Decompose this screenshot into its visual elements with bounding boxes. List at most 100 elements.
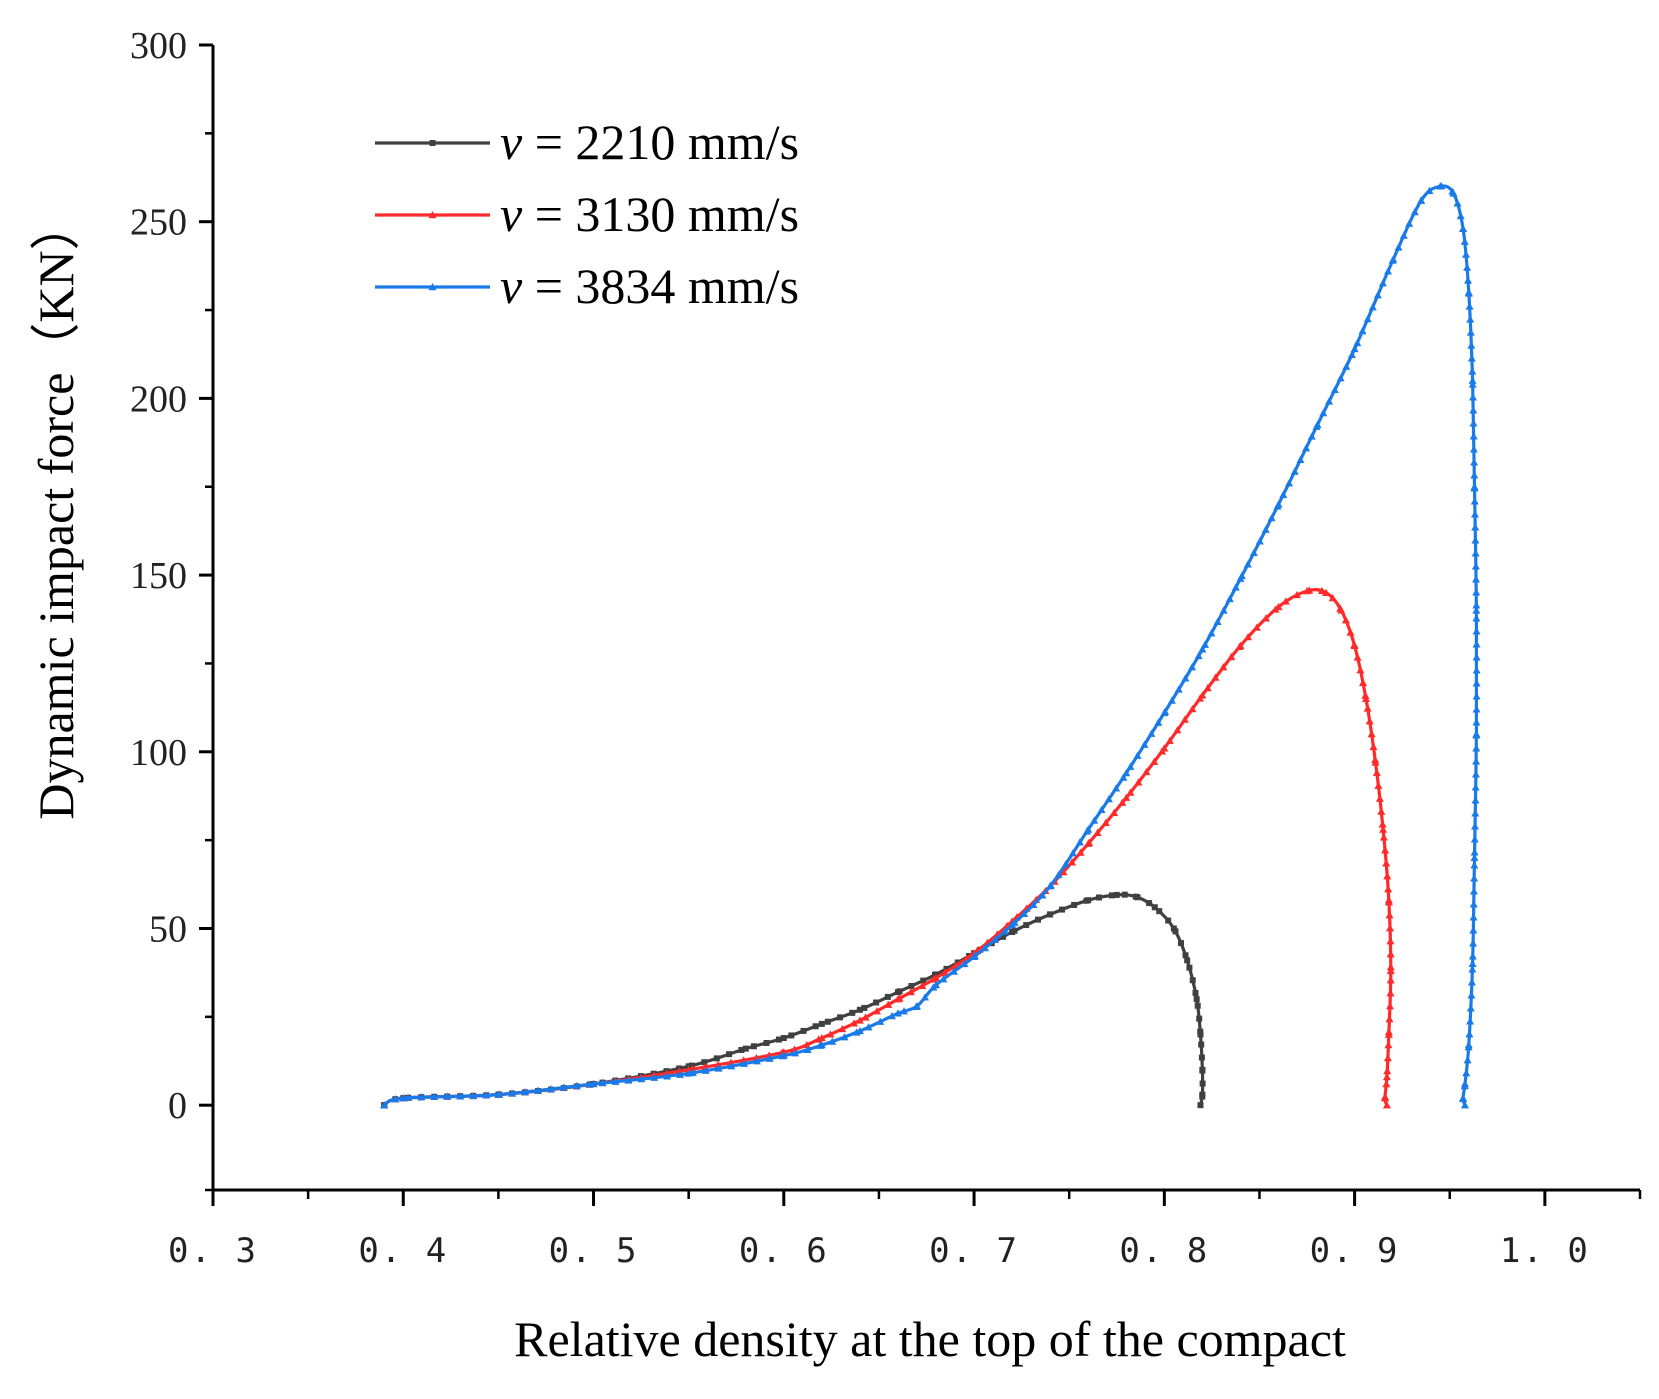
data-point-marker xyxy=(765,1054,774,1062)
data-point-marker xyxy=(1469,939,1478,947)
data-point-marker xyxy=(949,967,958,975)
data-point-marker xyxy=(1353,338,1362,347)
data-point-marker xyxy=(908,982,915,989)
data-point-marker xyxy=(727,1062,736,1070)
data-point-marker xyxy=(1180,715,1189,723)
data-point-marker xyxy=(1346,628,1355,636)
data-point-marker xyxy=(1198,1054,1205,1061)
data-point xyxy=(1470,482,1479,490)
data-point-marker xyxy=(1023,922,1030,929)
data-point-marker xyxy=(1178,940,1185,947)
data-point xyxy=(1381,1094,1390,1102)
data-point xyxy=(1198,645,1207,653)
data-point-marker xyxy=(1472,692,1481,700)
data-point-marker xyxy=(701,1066,710,1074)
data-point-marker xyxy=(1469,393,1478,401)
data-point-marker xyxy=(1469,887,1478,895)
data-point-marker xyxy=(1472,679,1481,687)
data-point-marker xyxy=(1231,583,1240,591)
data-point-marker xyxy=(1203,684,1212,692)
legend-label: v = 2210 mm/s xyxy=(500,114,799,170)
legend-value: = 3130 mm/s xyxy=(522,186,799,242)
data-point-marker xyxy=(1383,1067,1392,1075)
data-point-marker xyxy=(1472,653,1481,661)
data-point-marker xyxy=(1466,1004,1475,1012)
data-point xyxy=(1199,1091,1206,1098)
legend-marker xyxy=(429,140,436,146)
data-point-marker xyxy=(1207,629,1216,637)
data-point xyxy=(893,995,902,1003)
x-tick-label: 0. 6 xyxy=(739,1231,829,1271)
y-tick-label: 50 xyxy=(149,908,187,950)
data-point-marker xyxy=(1353,653,1362,661)
data-point-marker xyxy=(1465,1030,1474,1038)
data-point-marker xyxy=(1302,444,1311,452)
data-point-marker xyxy=(1165,917,1172,924)
data-point-marker xyxy=(1363,704,1372,712)
data-point xyxy=(1312,422,1321,430)
data-point-marker xyxy=(1076,848,1085,856)
data-point-marker xyxy=(1165,736,1174,744)
data-point-marker xyxy=(675,1067,684,1075)
data-point-marker xyxy=(887,1012,896,1020)
data-point-marker xyxy=(1358,327,1367,335)
data-point-marker xyxy=(1096,894,1103,901)
data-point-marker xyxy=(1453,199,1462,207)
data-point xyxy=(779,1051,788,1059)
data-point-marker xyxy=(1121,891,1128,898)
legend-marker xyxy=(428,211,437,219)
data-point-marker xyxy=(1199,1080,1206,1087)
data-point xyxy=(1046,882,1055,890)
legend-value: = 2210 mm/s xyxy=(522,114,799,170)
data-point-marker xyxy=(1463,263,1472,271)
data-point xyxy=(1472,606,1481,614)
data-point-marker xyxy=(611,1077,620,1085)
x-tick-label: 0. 7 xyxy=(929,1231,1019,1271)
data-point-marker xyxy=(1146,900,1153,907)
data-point xyxy=(1303,586,1312,595)
data-point xyxy=(1379,825,1388,833)
data-point xyxy=(1388,256,1397,264)
data-point-marker xyxy=(1383,1054,1392,1062)
legend-item: v = 3130 mm/s xyxy=(375,186,799,242)
y-tick-label: 300 xyxy=(130,25,187,67)
data-point-marker xyxy=(1472,601,1481,609)
data-point-marker xyxy=(1330,385,1339,394)
tick-layer: 0 50 100 150 200 250 300 0. 3 0. 4 0. 5 0. 6 0. 7 0.… xyxy=(130,25,1642,1271)
data-point-marker xyxy=(1372,768,1381,776)
data-point-marker xyxy=(1075,838,1084,846)
data-point xyxy=(1362,694,1371,702)
data-point xyxy=(1184,957,1191,964)
data-point-marker xyxy=(940,968,949,976)
data-point xyxy=(1436,182,1445,190)
data-point-marker xyxy=(1279,490,1288,499)
data-point xyxy=(1350,641,1359,649)
data-point xyxy=(856,1006,863,1013)
data-point-marker xyxy=(1472,666,1481,674)
data-point-marker xyxy=(750,1043,757,1050)
data-point xyxy=(1084,839,1093,847)
data-point-marker xyxy=(1285,479,1294,487)
y-tick-label: 250 xyxy=(130,202,187,244)
data-point-marker xyxy=(1463,1056,1472,1064)
data-point-marker xyxy=(1471,809,1480,817)
data-point-marker xyxy=(650,1073,659,1081)
data-point-marker xyxy=(1410,208,1419,216)
data-point-marker xyxy=(1341,616,1350,624)
data-point xyxy=(1459,1094,1468,1102)
data-point-marker xyxy=(1108,892,1115,899)
data-point-marker xyxy=(1325,397,1334,405)
data-point-marker xyxy=(1467,354,1476,362)
data-point-marker xyxy=(1133,751,1142,759)
data-point-marker xyxy=(775,1036,782,1043)
data-point-marker xyxy=(1142,767,1151,776)
data-point-marker xyxy=(939,975,948,983)
series-3 xyxy=(380,182,1481,1109)
data-point-marker xyxy=(1110,808,1119,816)
data-point-marker xyxy=(1470,497,1479,505)
data-point-marker xyxy=(598,1079,607,1087)
data-point-marker xyxy=(1384,885,1393,893)
data-point-marker xyxy=(1472,640,1481,648)
data-point-marker xyxy=(1471,783,1480,791)
